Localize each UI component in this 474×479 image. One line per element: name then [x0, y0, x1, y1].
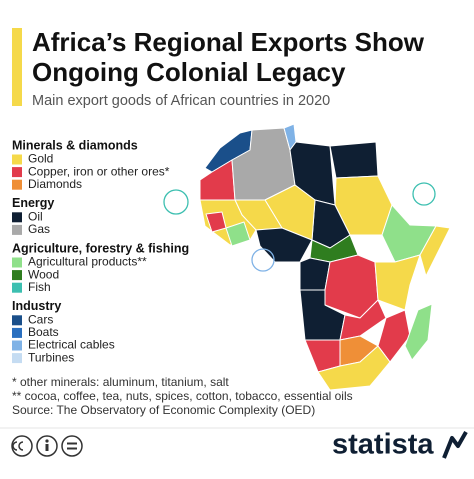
icon	[36, 435, 58, 457]
legend-swatch	[12, 179, 22, 190]
legend-swatch	[12, 167, 22, 178]
footnote: Source: The Observatory of Economic Comp…	[12, 403, 315, 417]
legend-swatch	[12, 327, 22, 338]
legend-swatch	[12, 315, 22, 326]
icon	[45, 439, 49, 443]
legend-swatch	[12, 340, 22, 351]
icon	[45, 444, 49, 451]
legend-label: Turbines	[28, 350, 74, 364]
title-line: Africa’s Regional Exports Show	[32, 27, 425, 57]
legend-swatch	[12, 270, 22, 281]
legend-label: Wood	[28, 267, 59, 281]
brand-icon	[442, 431, 468, 459]
map	[163, 123, 451, 391]
legend-swatch	[12, 212, 22, 223]
legend-label: Electrical cables	[28, 338, 115, 352]
region	[374, 254, 421, 311]
region	[329, 141, 379, 179]
icon	[67, 442, 77, 445]
region	[404, 303, 433, 361]
footnote: ** cocoa, coffee, tea, nuts, spices, cot…	[12, 389, 353, 403]
legend-swatch	[12, 224, 22, 235]
legend-label: Agricultural products**	[28, 255, 147, 269]
icon	[12, 441, 24, 451]
legend-label: Gold	[28, 152, 53, 166]
icon	[67, 447, 77, 450]
island-marker	[163, 189, 189, 215]
legend-label: Copper, iron or other ores*	[28, 164, 170, 178]
legend-swatch	[12, 353, 22, 364]
region	[225, 221, 251, 247]
title-line: Ongoing Colonial Legacy	[32, 57, 346, 87]
subtitle: Main export goods of African countries i…	[32, 93, 330, 109]
legend-group-title: Minerals & diamonds	[12, 138, 138, 152]
icon	[11, 435, 33, 457]
footnote: * other minerals: aluminum, titanium, sa…	[12, 375, 229, 389]
brand-logo: statista	[332, 429, 434, 461]
icon	[61, 435, 83, 457]
legend-swatch	[12, 257, 22, 268]
region	[377, 309, 411, 363]
accent-bar	[12, 28, 22, 106]
legend-label: Boats	[28, 325, 59, 339]
legend-label: Fish	[28, 280, 51, 294]
legend-label: Diamonds	[28, 177, 82, 191]
legend-label: Gas	[28, 222, 50, 236]
island-marker	[412, 182, 436, 206]
island-marker	[251, 248, 275, 272]
region	[317, 345, 391, 391]
license-icons	[11, 435, 83, 457]
legend-swatch	[12, 282, 22, 293]
legend-group-title: Agriculture, forestry & fishing	[12, 241, 189, 255]
footnotes: * other minerals: aluminum, titanium, sa…	[12, 375, 353, 417]
region	[419, 225, 451, 277]
legend-label: Oil	[28, 209, 43, 223]
legend-group-title: Energy	[12, 196, 54, 210]
legend-group-title: Industry	[12, 299, 61, 313]
legend-label: Cars	[28, 312, 53, 326]
legend-swatch	[12, 154, 22, 165]
